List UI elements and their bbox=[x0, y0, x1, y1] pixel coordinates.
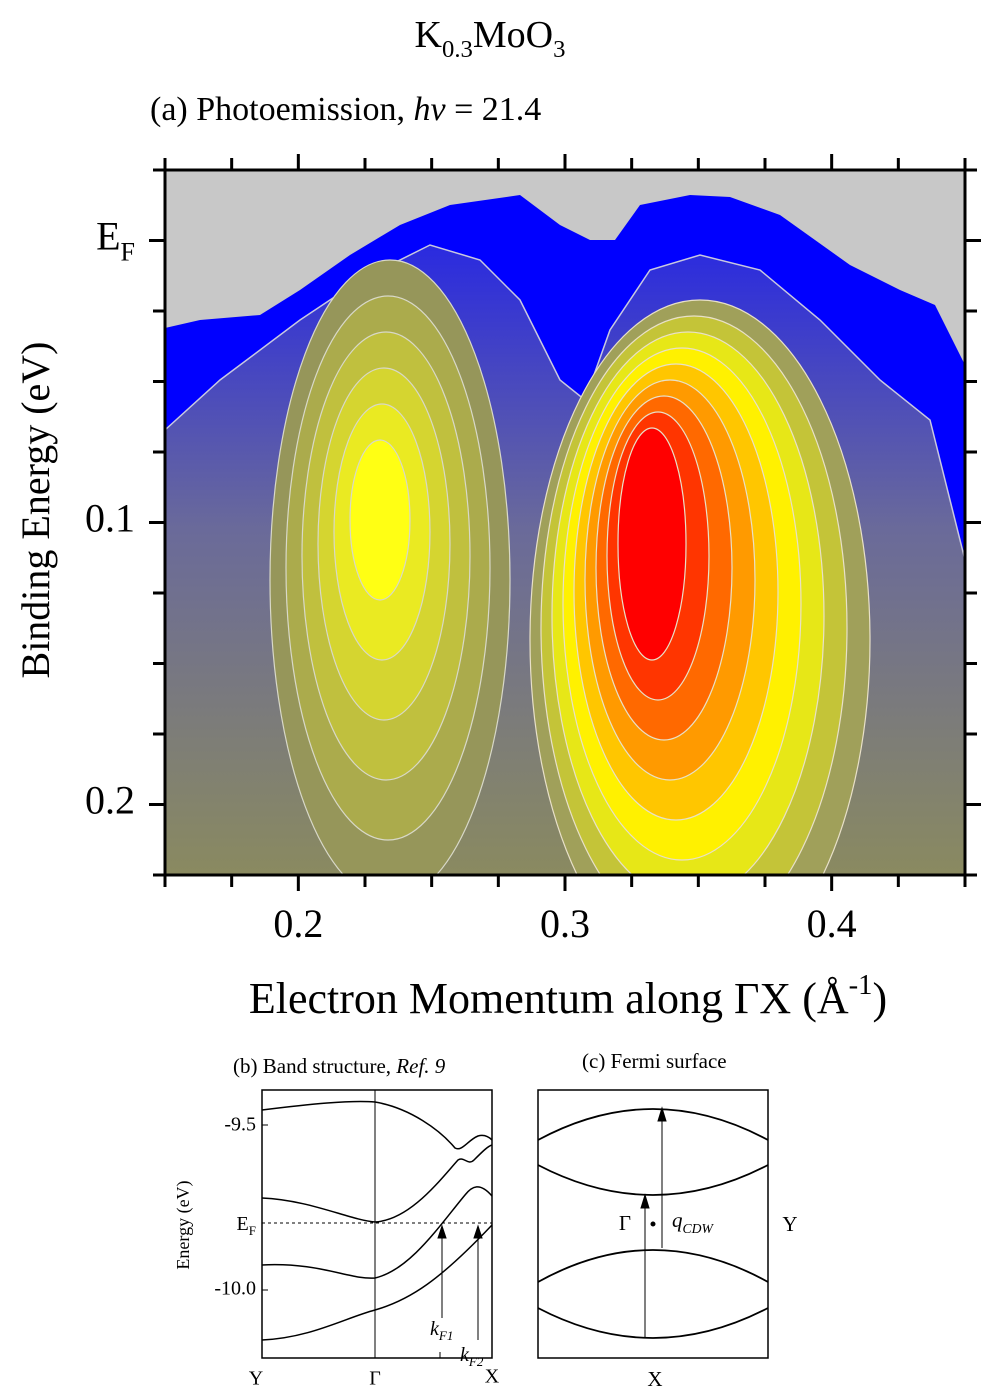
text-part: -1 bbox=[849, 970, 873, 1001]
fermi-surface bbox=[537, 1108, 769, 1339]
arrowhead bbox=[473, 1224, 483, 1239]
band bbox=[261, 1224, 493, 1341]
text-part: (b) Band structure, bbox=[233, 1054, 396, 1078]
text-part: k bbox=[460, 1344, 470, 1366]
sheet bbox=[537, 1164, 769, 1196]
x-tick-label: 0.4 bbox=[807, 901, 857, 946]
text-part: hν bbox=[413, 91, 446, 128]
text-part: Ref. 9 bbox=[395, 1054, 445, 1078]
y-tick-label: 0.1 bbox=[85, 496, 135, 541]
text-part: E bbox=[96, 214, 120, 259]
y-tick-label: 0.2 bbox=[85, 778, 135, 823]
text-part: E bbox=[237, 1213, 249, 1235]
text-part: F bbox=[249, 1223, 256, 1238]
sheet bbox=[537, 1249, 769, 1283]
arrowhead bbox=[437, 1224, 447, 1239]
sheet bbox=[537, 1307, 769, 1339]
band bbox=[261, 1144, 493, 1223]
x-axis-label: Electron Momentum along ΓX (Å-1) bbox=[249, 970, 887, 1023]
label: Y bbox=[782, 1212, 797, 1236]
text-part: = 21.4 bbox=[446, 91, 542, 128]
label: X bbox=[647, 1367, 662, 1391]
q-arrows bbox=[640, 1106, 667, 1338]
text-part: 0.3 bbox=[442, 36, 473, 63]
y-tick-label: -10.0 bbox=[214, 1278, 256, 1300]
band bbox=[261, 1186, 493, 1279]
text-part: CDW bbox=[683, 1221, 715, 1236]
x-tick-label: Γ bbox=[369, 1368, 381, 1390]
panel-b-frame bbox=[261, 1089, 493, 1359]
contour-level bbox=[349, 439, 411, 601]
x-tick-label: X bbox=[485, 1366, 500, 1388]
arrowhead bbox=[657, 1106, 667, 1122]
text-part: k bbox=[430, 1318, 440, 1340]
gamma-point bbox=[650, 1221, 656, 1227]
x-tick-label: 0.3 bbox=[540, 901, 590, 946]
text-part: F bbox=[121, 238, 135, 267]
y-axis-label: Binding Energy (eV) bbox=[13, 342, 58, 679]
kf-arrows bbox=[262, 1124, 483, 1358]
panel-b-title: (b) Band structure, Ref. 9 bbox=[233, 1054, 446, 1078]
band bbox=[261, 1100, 493, 1150]
contour-plot bbox=[165, 170, 965, 875]
figure-title: K0.3MoO3 bbox=[415, 14, 566, 63]
text-part: Electron Momentum along ΓX (Å bbox=[249, 974, 849, 1023]
text-part: F2 bbox=[468, 1354, 484, 1369]
sheet bbox=[537, 1108, 769, 1141]
panel-c-frame bbox=[537, 1089, 769, 1359]
annotation: kF2 bbox=[460, 1344, 484, 1370]
y-tick-label: -9.5 bbox=[224, 1114, 256, 1136]
text-part: F1 bbox=[438, 1328, 453, 1343]
label: Γ bbox=[619, 1211, 631, 1235]
panel-b-y-label: Energy (eV) bbox=[173, 1180, 194, 1269]
bands bbox=[261, 1100, 493, 1341]
x-tick-label: Y bbox=[249, 1368, 263, 1390]
arrowhead bbox=[640, 1193, 650, 1209]
text-part: q bbox=[672, 1208, 683, 1232]
panel-a-title: (a) Photoemission, hν = 21.4 bbox=[150, 91, 541, 128]
annotation: kF1 bbox=[430, 1318, 453, 1344]
text-part: MoO bbox=[473, 14, 553, 56]
y-tick-label: EF bbox=[237, 1213, 256, 1239]
text-part: K bbox=[415, 14, 443, 56]
label: qCDW bbox=[672, 1208, 714, 1236]
contour-level bbox=[617, 427, 687, 661]
x-tick-label: 0.2 bbox=[273, 901, 323, 946]
text-part: (a) Photoemission, bbox=[150, 91, 413, 128]
y-tick-label: EF bbox=[96, 214, 135, 267]
text-part: 3 bbox=[553, 36, 565, 63]
panel-c-title: (c) Fermi surface bbox=[582, 1049, 727, 1073]
text-part: ) bbox=[872, 974, 887, 1023]
